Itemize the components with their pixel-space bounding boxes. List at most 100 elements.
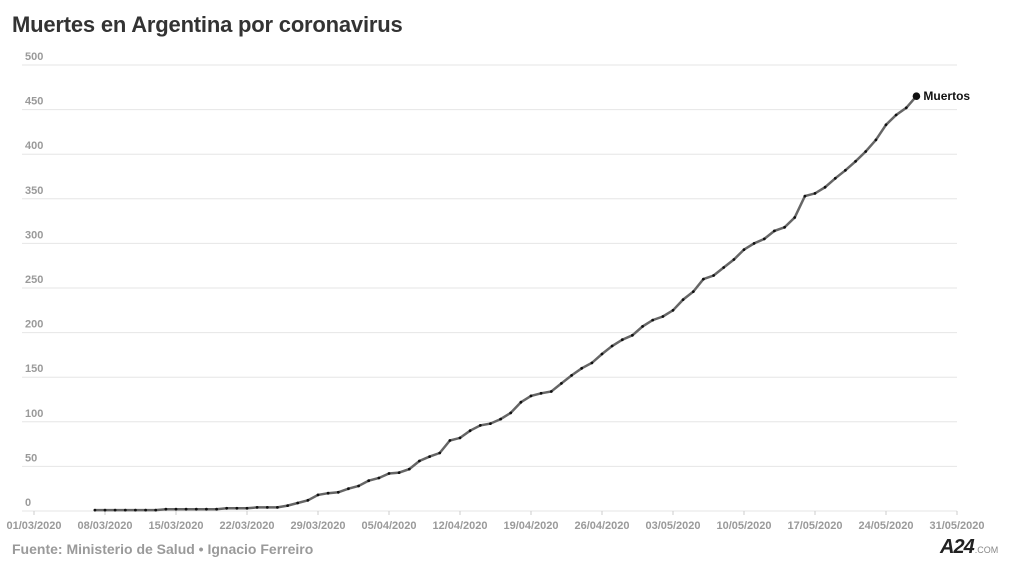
data-point	[205, 507, 208, 511]
x-tick-label: 17/05/2020	[787, 520, 842, 532]
data-point	[276, 506, 279, 509]
data-point	[103, 508, 107, 512]
data-point	[499, 417, 502, 421]
y-tick-label: 450	[25, 96, 43, 108]
data-point	[174, 507, 178, 511]
data-point	[823, 185, 827, 189]
data-point	[134, 508, 137, 512]
x-tick-label: 01/03/2020	[6, 520, 61, 532]
data-point	[387, 472, 391, 475]
data-point	[286, 504, 289, 507]
data-point	[691, 290, 695, 293]
data-point	[326, 491, 330, 495]
data-point	[742, 248, 746, 252]
data-point	[428, 455, 431, 458]
data-point	[357, 484, 360, 488]
x-axis: 01/03/2020 08/03/2020 15/03/2020 22/03/2020…	[6, 511, 985, 532]
data-point	[336, 490, 340, 494]
y-tick-label: 300	[25, 229, 43, 241]
data-point	[752, 242, 756, 245]
data-point	[671, 308, 675, 312]
data-point	[316, 493, 320, 497]
y-tick-label: 100	[25, 408, 43, 420]
data-point	[478, 424, 482, 427]
data-point	[468, 429, 472, 433]
data-point	[489, 422, 492, 425]
data-point	[255, 506, 259, 509]
y-tick-label: 350	[25, 185, 43, 197]
data-point	[123, 508, 127, 512]
data-point	[854, 159, 857, 163]
y-axis: 0 50 100 150 200 250 300 350 400 450 500	[25, 51, 43, 509]
source-credit: Fuente: Ministerio de Salud • Ignacio Fe…	[12, 541, 314, 557]
data-point	[702, 277, 705, 281]
data-point	[661, 315, 665, 318]
y-tick-label: 0	[25, 497, 31, 509]
logo-mark: A24	[940, 536, 975, 558]
y-tick-label: 200	[25, 319, 43, 331]
data-point	[529, 394, 533, 398]
y-tick-label: 50	[25, 452, 37, 464]
data-point	[894, 113, 898, 117]
data-point	[194, 507, 198, 511]
gridlines	[22, 64, 957, 512]
series-label-muertos: Muertos	[923, 89, 970, 103]
x-tick-label: 15/03/2020	[148, 520, 203, 532]
data-point	[418, 459, 421, 463]
x-tick-label: 03/05/2020	[645, 520, 700, 532]
data-point	[347, 487, 350, 491]
data-point	[864, 150, 868, 153]
data-point	[712, 274, 715, 277]
data-point	[549, 390, 553, 393]
data-point	[884, 123, 888, 127]
data-point	[509, 411, 513, 415]
data-point	[590, 361, 594, 365]
logo-suffix: .COM	[974, 545, 999, 555]
data-point	[144, 508, 148, 512]
x-tick-label: 31/05/2020	[929, 520, 984, 532]
data-point	[519, 400, 523, 404]
data-point	[93, 508, 97, 512]
data-point	[306, 498, 310, 502]
data-point	[407, 467, 411, 471]
data-point	[438, 451, 442, 455]
data-point	[235, 506, 239, 510]
data-point	[184, 507, 188, 511]
data-point	[580, 366, 584, 370]
data-point	[844, 168, 847, 172]
y-tick-label: 150	[25, 363, 43, 375]
x-tick-label: 24/05/2020	[858, 520, 913, 532]
data-point	[783, 225, 786, 229]
data-point	[296, 501, 300, 505]
x-tick-label: 10/05/2020	[716, 520, 771, 532]
brand-logo: A24 .COM	[940, 536, 998, 558]
y-tick-label: 500	[25, 51, 43, 63]
data-point	[245, 506, 249, 510]
data-point	[560, 382, 563, 385]
data-point	[458, 436, 462, 440]
data-point	[377, 476, 381, 480]
data-point	[367, 479, 371, 483]
data-point	[225, 506, 229, 510]
data-point	[773, 229, 776, 233]
series-line-muertos	[94, 95, 918, 512]
data-point	[813, 192, 817, 195]
y-tick-label: 400	[25, 140, 43, 152]
data-point	[651, 318, 655, 322]
data-point	[113, 508, 117, 512]
data-point	[874, 138, 878, 142]
data-point	[620, 338, 624, 342]
data-point	[803, 194, 807, 198]
data-point	[641, 325, 644, 328]
data-point	[154, 508, 158, 512]
x-tick-label: 08/03/2020	[77, 520, 132, 532]
data-point	[164, 507, 168, 511]
data-point	[762, 237, 766, 241]
data-point	[793, 216, 797, 219]
data-point	[215, 507, 219, 511]
data-point	[610, 344, 614, 348]
x-tick-label: 19/04/2020	[503, 520, 558, 532]
x-tick-label: 12/04/2020	[432, 520, 487, 532]
data-point	[904, 106, 908, 110]
